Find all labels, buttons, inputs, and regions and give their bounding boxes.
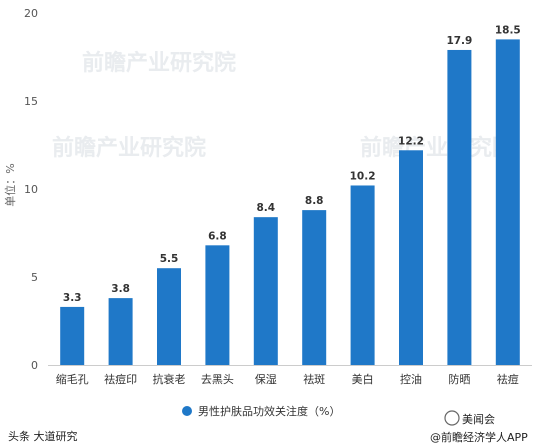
bar[interactable] xyxy=(108,298,133,365)
bar[interactable] xyxy=(157,268,181,365)
category-label: 祛斑 xyxy=(303,372,325,386)
data-labels-group: 3.3 3.8 5.5 6.8 8.4 8.8 10.2 12.2 17.9 18.5 xyxy=(63,24,521,304)
bar[interactable] xyxy=(205,245,230,365)
watermark-2: 前瞻产业研究院 xyxy=(52,135,206,161)
data-label: 12.2 xyxy=(398,135,424,147)
footer-right-bottom: @前瞻经济学人APP xyxy=(430,430,528,444)
bar[interactable] xyxy=(399,150,423,365)
bar[interactable] xyxy=(447,49,472,366)
y-tick-label: 15 xyxy=(24,95,38,108)
bar[interactable] xyxy=(253,217,278,365)
category-label: 防晒 xyxy=(448,372,470,386)
y-tick-label: 20 xyxy=(24,7,38,20)
y-tick-label: 5 xyxy=(31,271,38,284)
footer-left-text: 头条 大道研究 xyxy=(8,429,78,443)
y-axis-title: 单位：% xyxy=(3,163,17,206)
bar[interactable] xyxy=(60,306,85,365)
footer-left: 头条 大道研究 xyxy=(8,429,78,443)
category-label: 控油 xyxy=(400,372,422,386)
data-label: 3.3 xyxy=(63,292,82,304)
y-axis-ticks: 0 5 10 15 20 xyxy=(24,7,38,372)
category-label: 保湿 xyxy=(255,372,277,386)
data-label: 8.4 xyxy=(256,202,275,214)
legend-marker xyxy=(182,406,192,416)
bar[interactable] xyxy=(495,39,520,366)
category-label: 美白 xyxy=(352,372,374,386)
category-label: 抗衰老 xyxy=(153,372,186,386)
watermark-layer: 前瞻产业研究院 前瞻产业研究院 前瞻产业研究院 xyxy=(52,50,514,161)
legend[interactable]: 男性护肤品功效关注度（%） xyxy=(182,404,340,418)
watermark-1: 前瞻产业研究院 xyxy=(82,50,236,76)
wechat-icon xyxy=(444,410,460,426)
footer-right-top: 美闻会 xyxy=(462,412,495,426)
category-label: 祛痘 xyxy=(497,372,519,386)
data-label: 5.5 xyxy=(160,253,179,265)
watermark-3: 前瞻产业研究院 xyxy=(360,135,514,161)
category-label: 缩毛孔 xyxy=(56,373,89,386)
data-label: 6.8 xyxy=(208,230,227,242)
legend-label: 男性护肤品功效关注度（%） xyxy=(198,404,340,418)
y-tick-label: 0 xyxy=(31,359,38,372)
category-labels-group: 缩毛孔 祛痘印 抗衰老 去黑头 保湿 祛斑 美白 控油 防晒 祛痘 xyxy=(56,372,519,386)
footer-right: 美闻会 @前瞻经济学人APP xyxy=(430,410,528,444)
data-label: 3.8 xyxy=(111,283,130,295)
y-tick-label: 10 xyxy=(24,183,38,196)
data-label: 8.8 xyxy=(305,195,324,207)
category-label: 去黑头 xyxy=(201,373,234,386)
bar[interactable] xyxy=(350,185,375,365)
bars-group xyxy=(60,39,520,366)
bar[interactable] xyxy=(302,210,327,365)
data-label: 17.9 xyxy=(446,35,472,47)
data-label: 18.5 xyxy=(495,24,521,36)
data-label: 10.2 xyxy=(350,170,376,182)
category-label: 祛痘印 xyxy=(104,372,137,386)
